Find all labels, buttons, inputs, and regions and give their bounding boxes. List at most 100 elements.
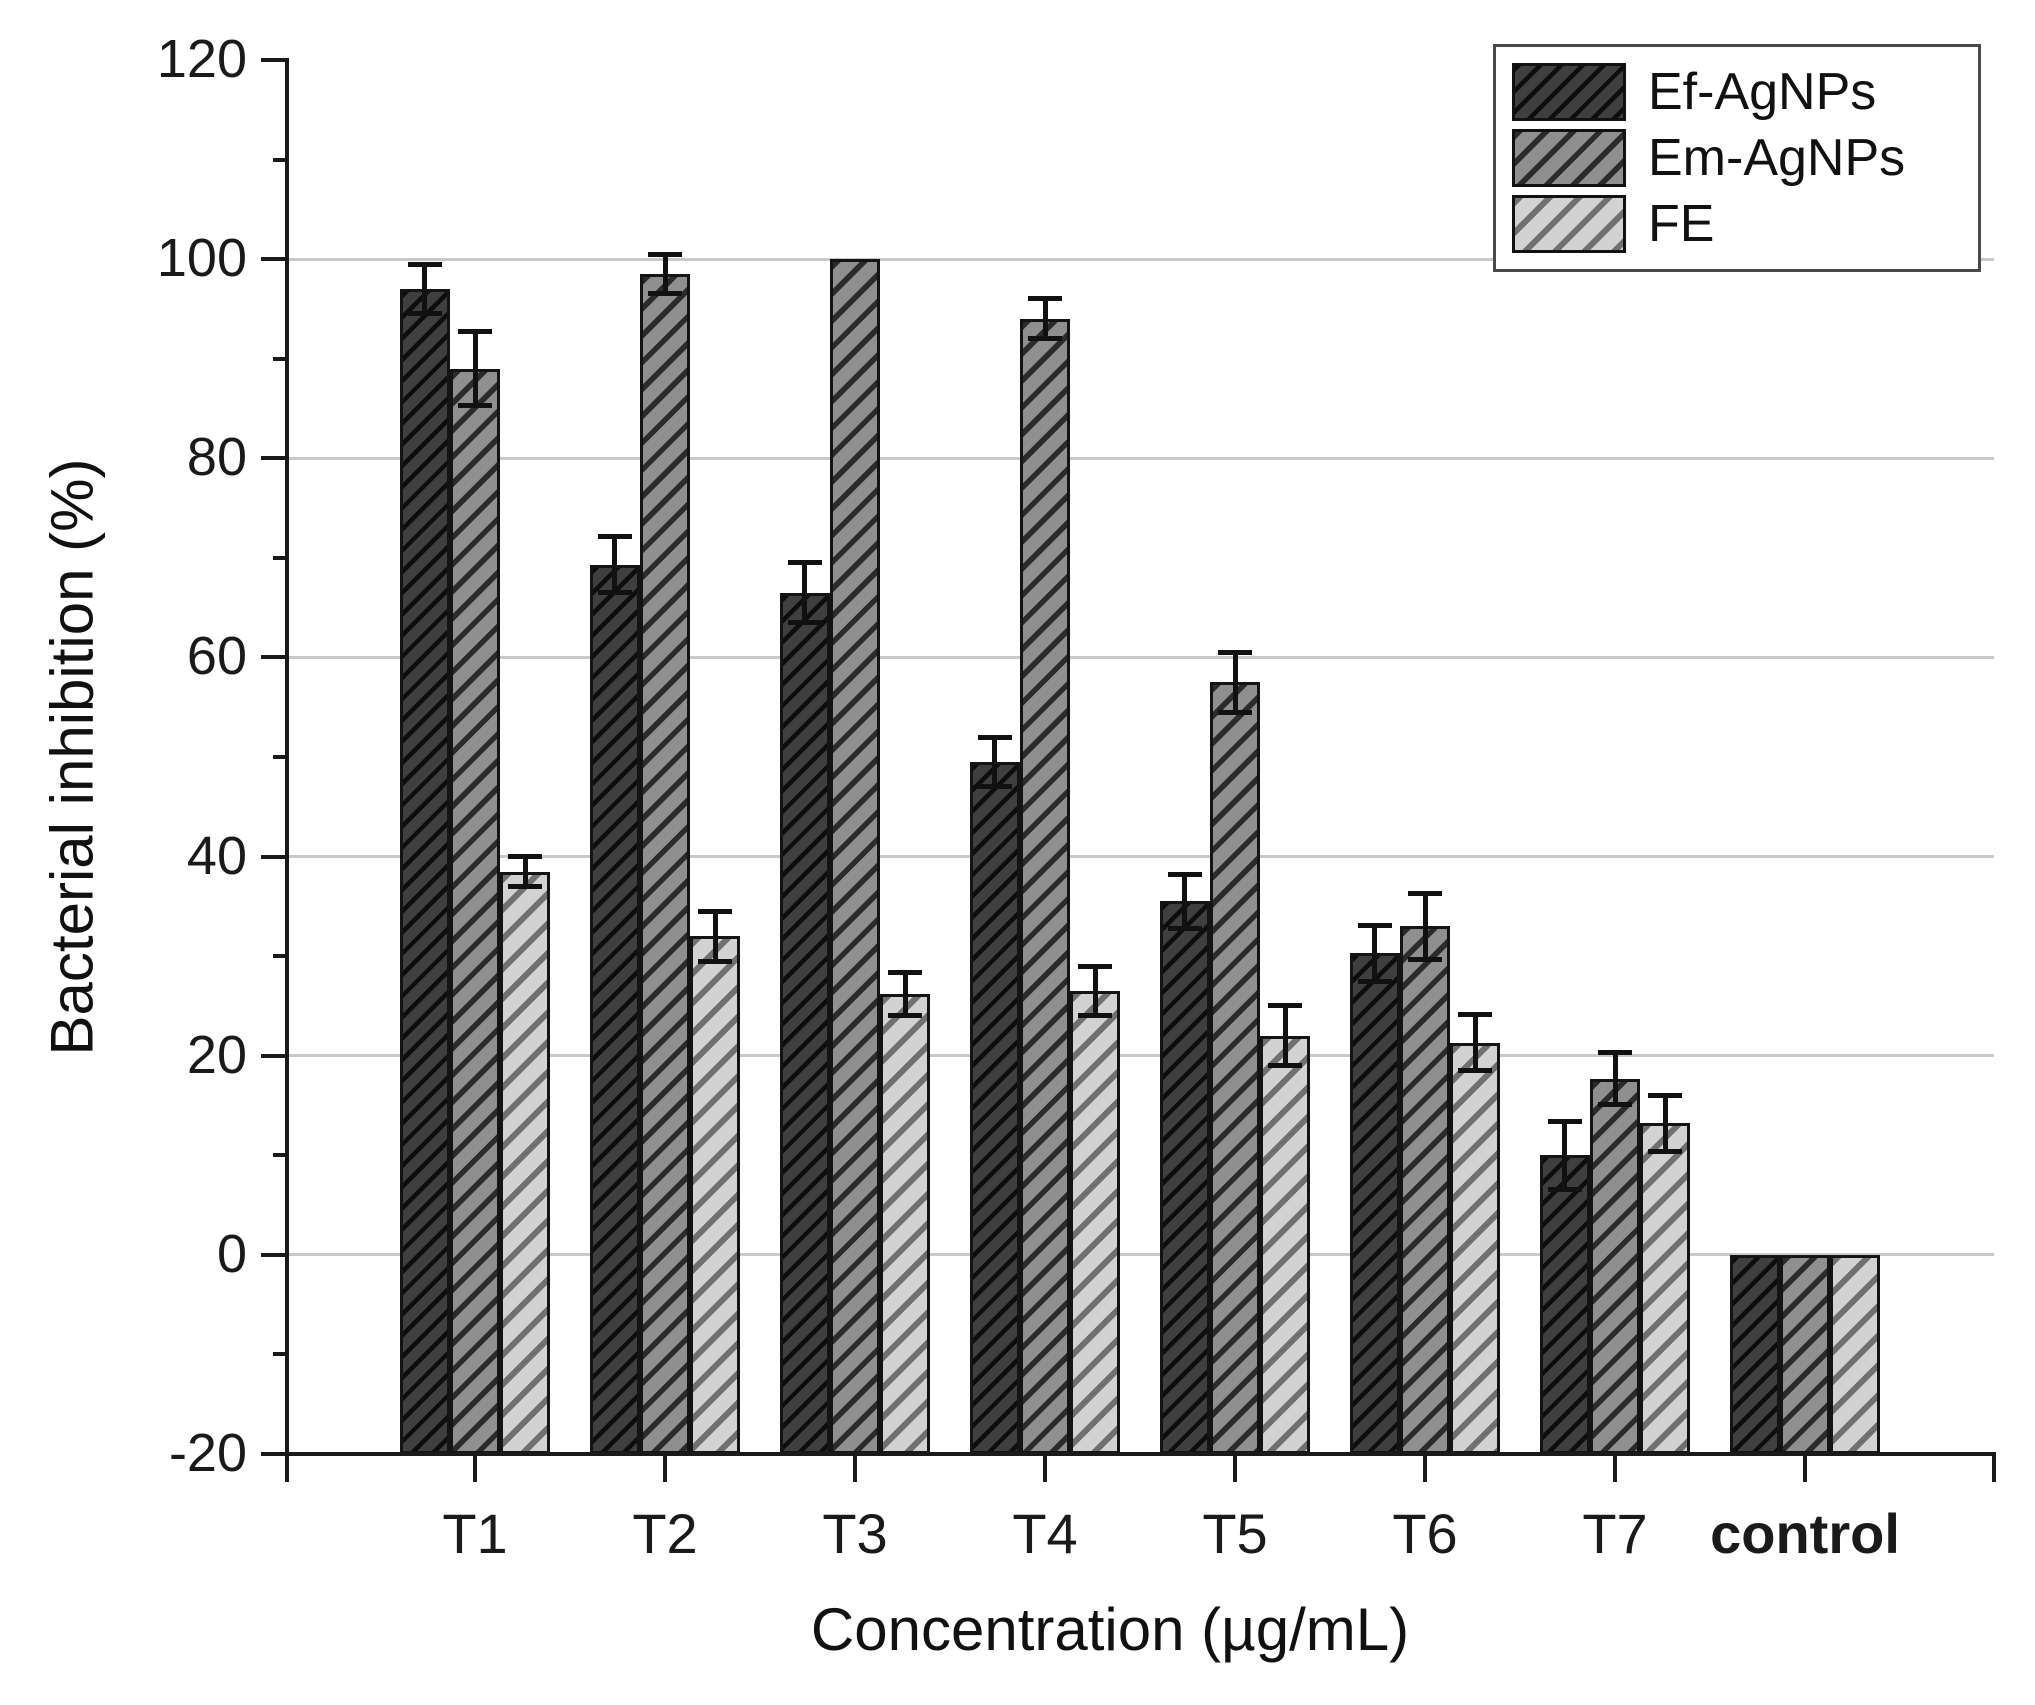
error-bar [1282,1005,1288,1066]
x-tick [1233,1456,1237,1482]
error-bar-cap [1167,871,1202,877]
error-bar [1612,1052,1618,1105]
y-tick-label: 120 [156,29,247,89]
error-bar [1422,893,1428,960]
error-bar-cap [1268,1003,1303,1009]
legend-swatch-fe [1512,195,1626,253]
y-tick-label: -20 [168,1423,247,1483]
error-bar-cap [1357,922,1392,928]
x-axis-title: Concentration (µg/mL) [810,1596,1410,1663]
error-bar-cap [1357,978,1392,984]
error-bar-cap [1547,1118,1582,1124]
y-tick [261,854,285,859]
gridline [287,655,1994,659]
legend-item: Em-AgNPs [1512,125,1978,191]
error-bar [612,536,618,593]
error-bar [522,856,528,887]
x-tick [1613,1456,1617,1482]
bar-T2-Em-AgNPs [639,274,691,1454]
error-bar-cap [407,261,442,267]
bar-T7-Em-AgNPs [1589,1078,1641,1454]
x-tick [1423,1456,1427,1482]
bar-T3-Ef-AgNPs [779,592,830,1454]
x-category-label: T3 [822,1502,888,1565]
error-bar-cap [458,329,492,335]
bar-control-FE [1830,1254,1881,1454]
error-bar [1662,1095,1668,1152]
bar-T6-Em-AgNPs [1399,926,1451,1454]
x-category-label: control [1710,1502,1900,1565]
error-bar [1042,298,1048,339]
error-bar-cap [648,291,682,297]
error-bar-cap [1078,963,1113,969]
y-tick [261,58,285,62]
error-bar-cap [888,1013,923,1019]
bar-T5-Ef-AgNPs [1159,901,1210,1454]
y-minor-tick [273,555,285,560]
gridline [287,1253,1994,1257]
gridline [287,456,1994,460]
bar-T5-FE [1260,1035,1311,1454]
error-bar-cap [1218,649,1252,655]
error-bar [992,737,998,787]
legend-swatch-ef-agnps [1512,63,1626,121]
y-tick-label: 40 [186,825,247,886]
y-tick-label: 20 [186,1024,247,1085]
bar-T3-FE [880,993,931,1454]
legend-item: FE [1512,191,1978,257]
error-bar-cap [698,958,733,964]
y-tick [261,655,285,660]
y-tick-label: 80 [186,427,247,488]
error-bar-cap [787,620,822,626]
bar-T3-Em-AgNPs [829,259,881,1454]
error-bar-cap [508,854,543,860]
y-axis [285,58,289,1456]
error-bar-cap [1408,956,1442,962]
bar-T7-Ef-AgNPs [1539,1155,1590,1454]
error-bar-cap [407,311,442,317]
bar-control-Ef-AgNPs [1729,1254,1780,1454]
bar-T2-FE [690,936,741,1454]
y-tick [261,1252,285,1257]
y-minor-tick [273,954,285,959]
bar-T6-FE [1450,1042,1501,1454]
error-bar-cap [1028,336,1062,342]
error-bar-cap [698,908,733,914]
legend-item: Ef-AgNPs [1512,59,1978,125]
error-bar [1472,1014,1478,1071]
error-bar-cap [1648,1148,1683,1154]
error-bar [1232,652,1238,713]
x-category-label: T4 [1012,1502,1078,1565]
bar-control-Em-AgNPs [1779,1254,1831,1454]
y-tick-label: 100 [156,228,247,289]
bar-T2-Ef-AgNPs [589,564,640,1454]
x-axis [285,1452,1996,1456]
x-category-label: T5 [1202,1502,1268,1565]
error-bar [712,911,718,962]
error-bar [1092,966,1098,1016]
x-category-label: T7 [1582,1502,1648,1565]
error-bar [1372,925,1378,982]
y-minor-tick [273,356,285,361]
legend-label: Ef-AgNPs [1648,63,1877,121]
error-bar-cap [1547,1186,1582,1192]
error-bar-cap [597,590,632,596]
x-tick [1803,1456,1807,1482]
gridline [287,855,1994,859]
x-tick [663,1456,667,1482]
y-tick [261,257,285,262]
y-tick-label: 0 [216,1223,247,1284]
error-bar-cap [1218,709,1252,715]
error-bar [802,562,808,623]
bar-T1-Em-AgNPs [449,368,501,1454]
y-minor-tick [273,1352,285,1357]
error-bar-cap [888,969,923,975]
error-bar-cap [1028,296,1062,302]
error-bar-cap [648,251,682,257]
bar-T1-FE [500,871,551,1454]
error-bar-cap [1458,1068,1493,1074]
legend-label: Em-AgNPs [1648,129,1906,187]
legend-swatch-em-agnps [1512,129,1626,187]
x-tick [853,1456,857,1482]
